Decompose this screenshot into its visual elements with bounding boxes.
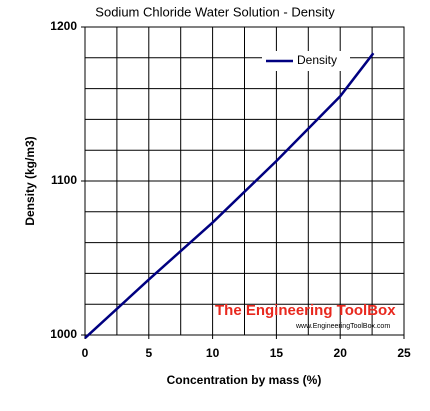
y-tick-label: 1000	[50, 327, 77, 341]
x-axis-label: Concentration by mass (%)	[167, 373, 322, 387]
y-tick-label: 1200	[50, 19, 77, 33]
y-axis-label: Density (kg/m3)	[23, 136, 37, 225]
watermark-title: The Engineering ToolBox	[215, 302, 396, 319]
x-tick-label: 15	[270, 346, 284, 360]
x-tick-label: 20	[334, 346, 348, 360]
data-line	[84, 52, 375, 340]
x-tick-label: 0	[82, 346, 89, 360]
y-tick-label: 1100	[51, 173, 77, 187]
watermark-url: www.EngineeringToolBox.com	[295, 323, 390, 330]
chart-title: Sodium Chloride Water Solution - Density	[95, 4, 335, 19]
x-tick-label: 10	[206, 346, 220, 360]
x-tick-label: 5	[145, 346, 152, 360]
legend-box	[262, 51, 350, 71]
legend-label: Density	[297, 53, 337, 67]
x-tick-label: 25	[397, 346, 411, 360]
